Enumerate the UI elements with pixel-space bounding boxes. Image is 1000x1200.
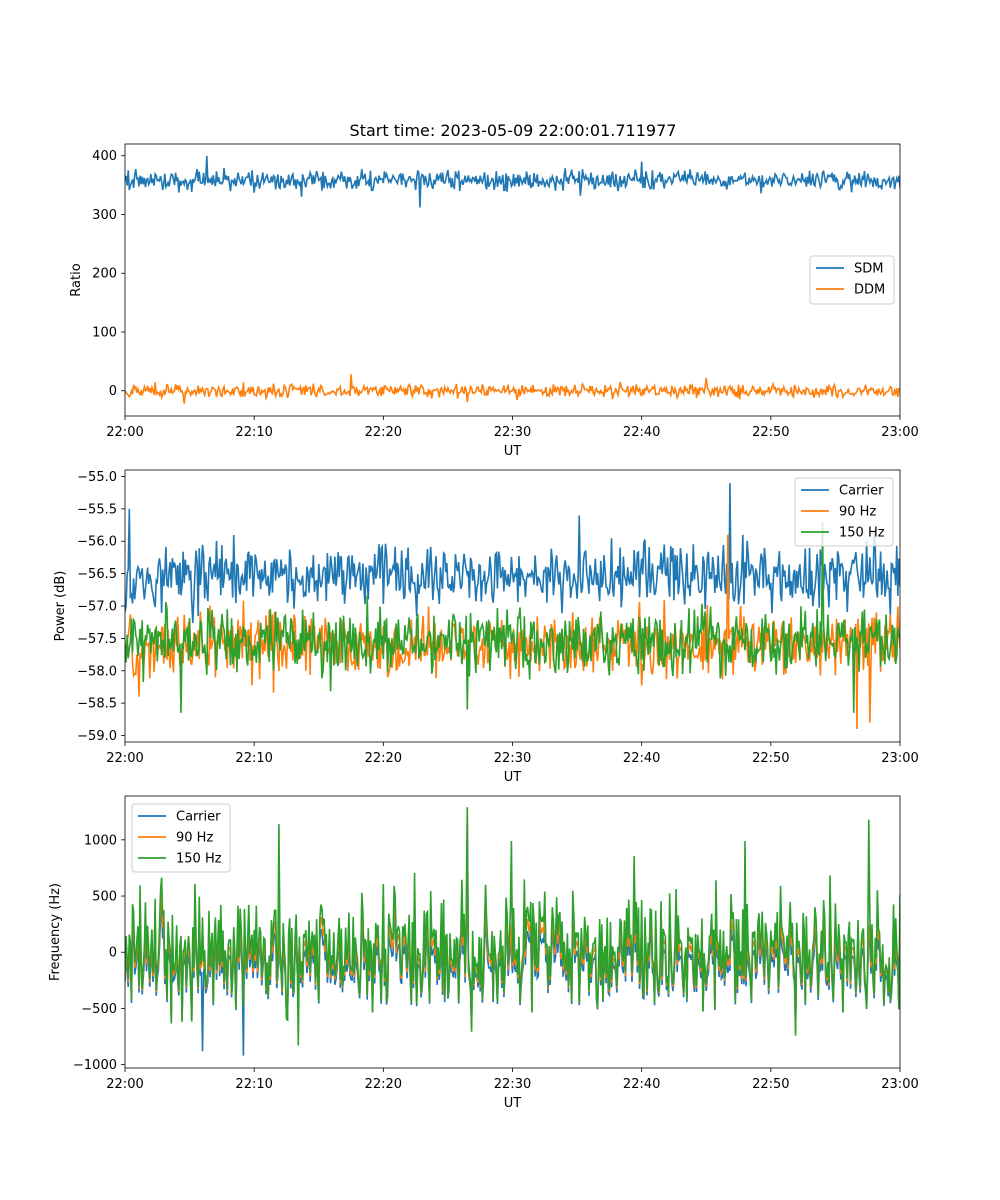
- figure-title: Start time: 2023-05-09 22:00:01.711977: [350, 121, 677, 140]
- x-axis-label: UT: [504, 1096, 522, 1111]
- x-tick-label: 22:00: [106, 751, 143, 766]
- legend: SDM DDM: [809, 255, 895, 305]
- series-line-150-hz: [125, 807, 900, 1046]
- y-tick-label: −56.0: [77, 535, 117, 550]
- legend-label: SDM: [854, 262, 883, 277]
- x-tick-label: 22:40: [623, 425, 660, 440]
- y-tick-label: −57.5: [77, 632, 117, 647]
- x-tick-label: 22:50: [752, 1077, 789, 1092]
- y-tick-label: −55.0: [77, 470, 117, 485]
- y-tick-label: 200: [92, 267, 117, 282]
- x-tick-label: 23:00: [881, 1077, 918, 1092]
- x-tick-label: 22:10: [235, 1077, 272, 1092]
- x-tick-label: 22:00: [106, 1077, 143, 1092]
- y-tick-label: −56.5: [77, 567, 117, 582]
- x-tick-label: 22:50: [752, 751, 789, 766]
- y-axis-label: Frequency (Hz): [48, 883, 63, 981]
- y-tick-label: −1000: [73, 1058, 117, 1073]
- x-tick-label: 22:10: [235, 751, 272, 766]
- chart-panel-3: 22:00 22:10 22:20 22:30 22:40 22:50 23:00 −1000…: [48, 795, 919, 1111]
- y-tick-label: −500: [81, 1002, 117, 1017]
- x-tick-label: 23:00: [881, 425, 918, 440]
- y-axis-label: Ratio: [69, 263, 84, 296]
- x-tick-label: 22:00: [106, 425, 143, 440]
- legend-label: 150 Hz: [839, 526, 885, 541]
- y-tick-label: 0: [109, 946, 117, 961]
- series-line-sdm: [125, 155, 900, 208]
- x-tick-label: 22:20: [365, 425, 402, 440]
- y-axis-label: Power (dB): [53, 571, 68, 642]
- x-tick-label: 22:50: [752, 425, 789, 440]
- y-tick-label: 500: [92, 890, 117, 905]
- legend-label: DDM: [854, 283, 885, 298]
- y-tick-label: 0: [109, 384, 117, 399]
- x-axis-label: UT: [504, 770, 522, 785]
- legend-box: [131, 803, 231, 873]
- chart-panel-1: 22:00 22:10 22:20 22:30 22:40 22:50 23:00 0 100 2…: [69, 143, 919, 459]
- y-tick-label: −58.0: [77, 664, 117, 679]
- y-tick-label: 100: [92, 325, 117, 340]
- x-tick-label: 22:20: [365, 1077, 402, 1092]
- x-tick-label: 22:20: [365, 751, 402, 766]
- x-tick-label: 22:10: [235, 425, 272, 440]
- chart-panel-2: 22:00 22:10 22:20 22:30 22:40 22:50 23:00 −59.0…: [53, 469, 919, 785]
- series-line-150-hz: [125, 521, 900, 713]
- y-tick-label: −58.5: [77, 697, 117, 712]
- x-tick-label: 22:30: [494, 1077, 531, 1092]
- legend-label: Carrier: [839, 484, 884, 499]
- x-axis-label: UT: [504, 444, 522, 459]
- series-line-ddm: [125, 374, 900, 404]
- y-tick-label: −55.5: [77, 502, 117, 517]
- legend-label: 90 Hz: [176, 831, 213, 846]
- y-tick-label: −57.0: [77, 600, 117, 615]
- y-tick-label: 400: [92, 149, 117, 164]
- legend-label: 150 Hz: [176, 852, 222, 867]
- x-tick-label: 22:40: [623, 1077, 660, 1092]
- x-tick-label: 22:40: [623, 751, 660, 766]
- y-tick-label: 300: [92, 208, 117, 223]
- legend: Carrier 90 Hz 150 Hz: [794, 477, 894, 547]
- y-tick-label: −59.0: [77, 729, 117, 744]
- y-tick-label: 1000: [84, 833, 117, 848]
- series-line-carrier: [125, 482, 900, 624]
- x-tick-label: 22:30: [494, 751, 531, 766]
- legend: Carrier 90 Hz 150 Hz: [131, 803, 231, 873]
- legend-label: Carrier: [176, 810, 221, 825]
- legend-label: 90 Hz: [839, 505, 876, 520]
- legend-box: [794, 477, 894, 547]
- x-tick-label: 23:00: [881, 751, 918, 766]
- axes-frame: [124, 469, 901, 743]
- x-tick-label: 22:30: [494, 425, 531, 440]
